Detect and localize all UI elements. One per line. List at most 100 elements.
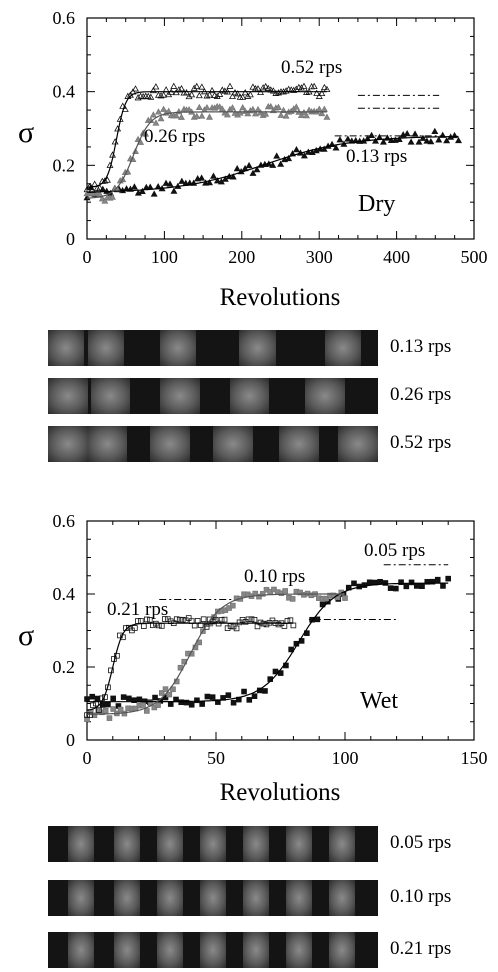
data-point (419, 583, 425, 590)
data-point (382, 580, 389, 586)
data-point (259, 84, 267, 91)
data-point (292, 146, 300, 153)
fit-curve (87, 135, 459, 193)
bright-band (279, 426, 319, 462)
y-tick-label: 0.2 (53, 155, 76, 175)
data-point (263, 621, 270, 628)
data-point (272, 668, 279, 675)
data-point (183, 699, 190, 706)
data-point (96, 184, 104, 191)
data-point (267, 102, 275, 110)
data-point (206, 113, 214, 120)
data-point (200, 616, 207, 623)
data-point (387, 585, 394, 591)
data-point (262, 110, 270, 117)
data-point (277, 160, 285, 167)
data-point (121, 710, 128, 717)
data-point (209, 694, 216, 700)
data-point (179, 616, 186, 623)
bright-band (156, 932, 184, 968)
bright-band (285, 826, 312, 862)
strip-row-dry-026: 0.26 rps (0, 378, 498, 418)
data-point (198, 83, 206, 90)
data-point (233, 164, 241, 172)
data-point (229, 104, 236, 111)
data-point (395, 135, 403, 143)
data-point (102, 707, 109, 714)
data-point (285, 154, 293, 162)
x-tick-label: 300 (306, 247, 333, 267)
data-point (142, 130, 150, 137)
data-point (213, 177, 221, 184)
y-tick-label: 0.4 (53, 584, 76, 604)
data-point (314, 616, 321, 623)
data-point (170, 187, 178, 194)
series-label-013: 0.13 rps (346, 146, 407, 167)
bright-band (90, 378, 131, 414)
data-point (170, 82, 178, 89)
x-tick-label: 400 (383, 247, 410, 267)
data-point (221, 616, 228, 623)
data-point (190, 84, 198, 91)
data-point (136, 696, 143, 703)
data-point (166, 180, 174, 187)
data-point (183, 88, 191, 96)
data-point (427, 138, 435, 145)
data-point (233, 625, 240, 632)
data-point (195, 91, 203, 99)
bright-band (67, 932, 95, 968)
data-point (99, 702, 106, 708)
bright-band (199, 932, 227, 968)
tick-labels: 0 50 100 150 0 0.2 0.4 0.6 (53, 511, 488, 768)
data-point (413, 583, 420, 589)
bright-band (114, 826, 141, 862)
data-point (323, 85, 331, 93)
data-point (141, 623, 147, 629)
data-point (229, 173, 237, 180)
data-point (90, 702, 96, 709)
data-point (403, 583, 410, 590)
data-point (262, 688, 268, 694)
data-point (398, 579, 404, 586)
data-point (408, 579, 415, 586)
data-point (216, 90, 224, 97)
data-point (415, 138, 423, 145)
bright-band (338, 426, 378, 462)
bright-band (328, 880, 355, 916)
data-point (139, 92, 147, 100)
data-point (105, 701, 111, 708)
data-point (259, 591, 266, 597)
bright-band (213, 426, 253, 462)
data-point (209, 172, 217, 179)
data-point (138, 187, 146, 194)
data-point (101, 197, 109, 204)
data-point (152, 83, 160, 90)
bright-band (67, 880, 95, 916)
data-point (275, 621, 282, 628)
data-point (132, 85, 139, 92)
data-point (272, 89, 280, 96)
strip-row-dry-052: 0.52 rps (0, 426, 498, 466)
y-axis-label: σ (18, 116, 34, 149)
bright-band (67, 826, 95, 862)
fit-curve (86, 91, 327, 188)
series-label-021: 0.21 rps (107, 599, 168, 620)
data-point (435, 136, 443, 143)
bright-band (242, 932, 270, 968)
data-point (419, 134, 427, 141)
data-point (160, 105, 168, 112)
y-axis-label: σ (18, 619, 34, 652)
series-label-005: 0.05 rps (364, 540, 425, 561)
data-point (320, 105, 328, 112)
data-point (351, 580, 357, 587)
bright-band (239, 330, 276, 366)
data-point (379, 138, 387, 145)
data-point (89, 693, 96, 700)
data-point (110, 695, 116, 702)
strip-row-wet-010: 0.10 rps (0, 880, 498, 920)
data-point (318, 109, 326, 117)
data-point (251, 110, 259, 117)
data-point (203, 92, 211, 99)
data-point (170, 686, 176, 693)
bright-band (199, 826, 227, 862)
